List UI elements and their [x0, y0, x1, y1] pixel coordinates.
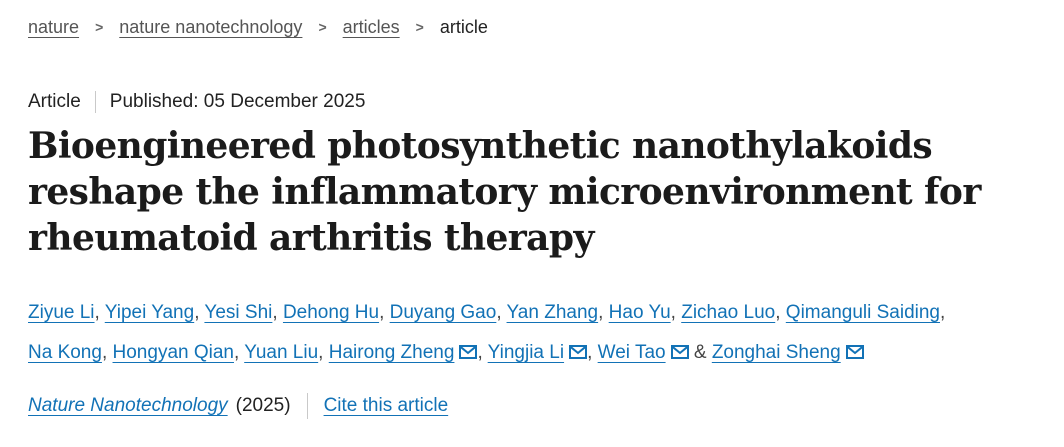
citation-divider: [306, 393, 308, 419]
author-separator: ,: [587, 342, 598, 363]
author-link[interactable]: Dehong Hu: [282, 302, 380, 323]
author-link[interactable]: Yan Zhang: [506, 302, 599, 323]
authors-line-1: Ziyue Li, Yipei Yang, Yesi Shi, Dehong H…: [28, 293, 1036, 333]
author-link[interactable]: Ziyue Li: [28, 302, 95, 323]
article-meta-row: Article Published: 05 December 2025: [28, 89, 1036, 115]
author-separator: ,: [670, 302, 682, 323]
cite-this-article-link[interactable]: Cite this article: [323, 395, 449, 416]
email-icon[interactable]: [845, 345, 864, 359]
author-separator: ,: [496, 302, 507, 323]
breadcrumb-link-articles[interactable]: articles: [342, 17, 400, 37]
author-separator: ,: [598, 302, 609, 323]
article-title-line1: Bioengineered photosynthetic nanothylako…: [28, 125, 933, 167]
email-icon[interactable]: [459, 345, 478, 359]
author-separator: ,: [194, 302, 205, 323]
author-link[interactable]: Qimanguli Saiding: [785, 302, 940, 323]
authors-list: Ziyue Li, Yipei Yang, Yesi Shi, Dehong H…: [28, 293, 1036, 373]
email-icon[interactable]: [670, 345, 689, 359]
author-link[interactable]: Duyang Gao: [389, 302, 497, 323]
author-link[interactable]: Hongyan Qian: [112, 342, 234, 363]
article-title: Bioengineered photosynthetic nanothylako…: [28, 123, 1036, 261]
author-separator: ,: [477, 342, 488, 363]
breadcrumb-link-nature[interactable]: nature: [28, 17, 80, 37]
author-link[interactable]: Yesi Shi: [204, 302, 273, 323]
published-date: Published: 05 December 2025: [109, 91, 366, 112]
author-link[interactable]: Yingjia Li: [487, 342, 565, 363]
article-title-line2: reshape the inflammatory microenvironmen…: [28, 171, 981, 213]
chevron-right-icon: >: [318, 19, 327, 35]
author-separator: ,: [379, 302, 390, 323]
author-link[interactable]: Hairong Zheng: [328, 342, 455, 363]
author-link[interactable]: Zonghai Sheng: [711, 342, 841, 363]
article-title-line3: rheumatoid arthritis therapy: [28, 217, 594, 259]
meta-divider: [94, 91, 96, 113]
author-separator: ,: [272, 302, 283, 323]
breadcrumb: nature > nature nanotechnology > article…: [28, 16, 1036, 39]
citation-row: Nature Nanotechnology (2025) Cite this a…: [28, 393, 1036, 419]
author-link[interactable]: Yipei Yang: [104, 302, 195, 323]
authors-line-2: Na Kong, Hongyan Qian, Yuan Liu, Hairong…: [28, 333, 1036, 373]
author-separator: &: [688, 342, 712, 363]
author-separator: ,: [318, 342, 329, 363]
email-icon[interactable]: [569, 345, 588, 359]
citation-year: (2025): [235, 395, 291, 416]
author-separator: ,: [94, 302, 105, 323]
author-link[interactable]: Na Kong: [28, 342, 102, 363]
chevron-right-icon: >: [415, 19, 424, 35]
author-link[interactable]: Zichao Luo: [681, 302, 776, 323]
author-link[interactable]: Wei Tao: [597, 342, 666, 363]
chevron-right-icon: >: [95, 19, 104, 35]
author-separator: ,: [101, 342, 113, 363]
author-separator: ,: [233, 342, 245, 363]
author-link[interactable]: Hao Yu: [608, 302, 671, 323]
breadcrumb-current-article: article: [439, 17, 488, 37]
author-separator: ,: [940, 302, 946, 323]
author-link[interactable]: Yuan Liu: [244, 342, 319, 363]
author-separator: ,: [775, 302, 786, 323]
journal-link[interactable]: Nature Nanotechnology: [28, 395, 228, 416]
breadcrumb-link-nature-nanotechnology[interactable]: nature nanotechnology: [119, 17, 303, 37]
article-type-label: Article: [28, 91, 81, 112]
